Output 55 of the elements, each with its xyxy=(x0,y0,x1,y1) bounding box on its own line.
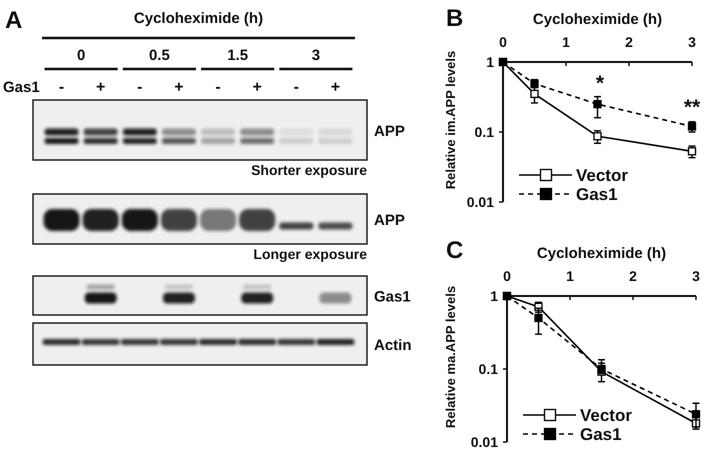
text: + xyxy=(330,79,340,96)
text: Shorter exposure xyxy=(251,162,368,178)
text: APP xyxy=(374,212,405,229)
text: + xyxy=(96,79,106,96)
text: - xyxy=(137,79,142,96)
x-tick-label: 3 xyxy=(692,268,700,284)
y-tick-label: 0.01 xyxy=(470,434,498,450)
y-tick-label: 0.01 xyxy=(466,194,494,210)
x-tick-label: 0 xyxy=(503,268,512,284)
point xyxy=(593,100,602,108)
y-tick-label: 0.1 xyxy=(478,361,498,377)
point xyxy=(534,314,543,322)
point xyxy=(597,364,606,374)
text: Cycloheximide (h) xyxy=(134,10,264,27)
text: Longer exposure xyxy=(253,246,368,262)
text: A xyxy=(5,7,22,34)
legend-label: Vector xyxy=(576,166,628,185)
chart-title: C xyxy=(446,237,464,264)
text: Actin xyxy=(374,337,412,354)
x-tick-label: 3 xyxy=(688,34,696,50)
text: - xyxy=(294,79,299,96)
text: - xyxy=(58,79,64,96)
category-label: 1.5 xyxy=(227,47,248,64)
y-tick-label: 0.1 xyxy=(474,124,494,140)
category-label: 3 xyxy=(312,47,320,64)
annotation: ** xyxy=(684,96,701,119)
category-label: 0.5 xyxy=(148,47,170,64)
y-axis-title: Relative im.APP levels xyxy=(443,50,458,190)
x-tick-label: 1 xyxy=(566,268,574,284)
point xyxy=(688,122,696,131)
y-tick-label: 1 xyxy=(490,288,498,304)
x-axis-title: Cycloheximide (h) xyxy=(532,11,662,28)
text: APP xyxy=(374,123,405,140)
legend-label: Gas1 xyxy=(580,425,622,444)
chart-title: B xyxy=(446,5,464,32)
text: + xyxy=(252,79,262,96)
text: + xyxy=(174,79,184,96)
point xyxy=(692,410,700,418)
category-label: 0 xyxy=(76,47,86,64)
legend-label: Vector xyxy=(580,406,632,425)
y-tick-label: 1 xyxy=(486,54,494,70)
x-tick-label: 0 xyxy=(499,34,508,50)
y-axis-title: Relative ma.APP levels xyxy=(443,286,458,428)
x-tick-label: 2 xyxy=(625,34,634,50)
legend-label: Gas1 xyxy=(576,185,618,204)
x-tick-label: 1 xyxy=(562,34,570,50)
point xyxy=(688,147,696,156)
x-tick-label: 2 xyxy=(629,268,638,284)
text: Gas1 xyxy=(3,79,40,96)
point xyxy=(593,132,602,140)
annotation: * xyxy=(596,72,605,95)
text: Gas1 xyxy=(374,288,411,306)
text: - xyxy=(215,79,221,96)
x-axis-title: Cycloheximide (h) xyxy=(536,245,666,262)
point xyxy=(530,90,539,98)
